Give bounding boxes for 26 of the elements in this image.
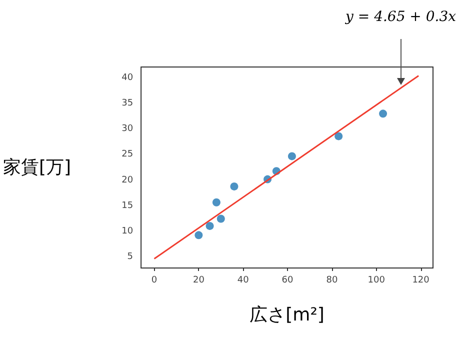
y-tick-label: 30 bbox=[122, 124, 134, 134]
y-tick-label: 20 bbox=[122, 175, 134, 186]
x-axis-title: 広さ[m²] bbox=[250, 304, 324, 326]
y-tick-label: 5 bbox=[127, 252, 134, 262]
x-tick-label: 120 bbox=[412, 276, 430, 286]
y-tick-label: 35 bbox=[122, 98, 134, 108]
y-axis-title: 家賃[万] bbox=[3, 157, 72, 178]
x-tick-label: 20 bbox=[192, 276, 205, 286]
y-tick-label: 25 bbox=[122, 150, 134, 160]
y-tick-label: 40 bbox=[122, 72, 134, 83]
annotation: y = 4.65 + 0.3x bbox=[346, 8, 456, 25]
point bbox=[379, 110, 388, 118]
point bbox=[212, 198, 220, 206]
point bbox=[334, 132, 343, 140]
x-tick-label: 0 bbox=[151, 276, 158, 286]
point bbox=[230, 182, 238, 190]
point bbox=[216, 214, 225, 223]
point bbox=[194, 231, 203, 240]
point bbox=[206, 222, 214, 230]
x-tick-label: 100 bbox=[368, 276, 386, 286]
x-tick-label: 40 bbox=[237, 276, 250, 286]
point bbox=[288, 152, 296, 160]
y-tick-label: 10 bbox=[122, 226, 134, 237]
y-tick-label: 15 bbox=[122, 200, 134, 211]
x-tick-label: 60 bbox=[282, 276, 294, 286]
x-tick-label: 80 bbox=[326, 276, 338, 286]
